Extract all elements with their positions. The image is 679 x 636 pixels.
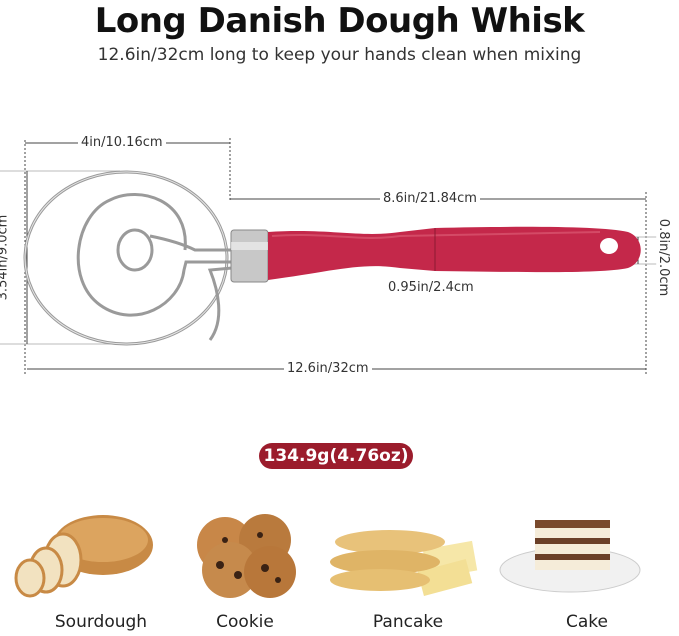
- hanging-hole: [600, 238, 618, 254]
- handle-end-height-label: 0.8in/2.0cm: [656, 218, 672, 297]
- handle: [268, 226, 641, 280]
- use-label-cake: Cake: [566, 612, 608, 632]
- handle-length-label: 8.6in/21.84cm: [380, 191, 480, 206]
- use-label-pancake: Pancake: [372, 612, 444, 632]
- pancake-image: [330, 530, 478, 597]
- cake-image: [499, 520, 641, 593]
- head-width-label: 4in/10.16cm: [78, 135, 166, 150]
- subtitle: 12.6in/32cm long to keep your hands clea…: [97, 45, 582, 65]
- page-title: Long Danish Dough Whisk: [94, 1, 585, 41]
- use-label-cookie: Cookie: [216, 612, 274, 632]
- use-label-sourdough: Sourdough: [54, 612, 148, 632]
- whisk-head: [23, 170, 233, 346]
- total-length-label: 12.6in/32cm: [284, 361, 372, 376]
- ferrule: [230, 229, 269, 283]
- cookie-image: [197, 514, 296, 598]
- handle-width-label: 0.95in/2.4cm: [385, 280, 477, 295]
- weight-badge: 134.9g(4.76oz): [259, 443, 413, 469]
- sourdough-image: [14, 515, 153, 598]
- head-height-label: 3.54in/9.0cm: [0, 214, 11, 301]
